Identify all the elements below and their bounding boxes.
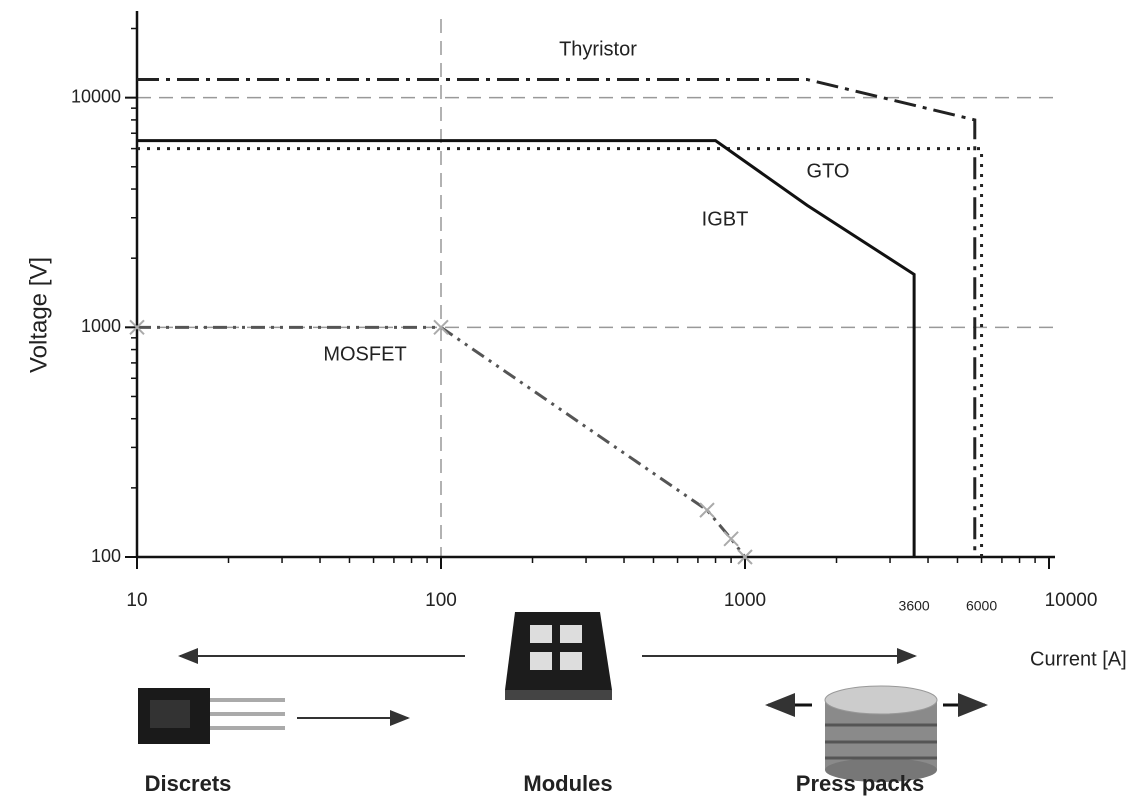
x-marker-label: 3600	[899, 598, 930, 614]
package-label: Press packs	[796, 771, 924, 796]
series-marker	[700, 503, 714, 517]
package-label: Modules	[523, 771, 612, 796]
series-label: GTO	[807, 160, 850, 182]
series-marker	[724, 532, 738, 546]
module-image	[505, 612, 612, 700]
y-tick-label: 100	[91, 546, 121, 566]
y-axis-label: Voltage [V]	[25, 257, 52, 373]
x-tick-label: 100	[425, 590, 457, 611]
series-line	[137, 141, 914, 557]
chart: Voltage [V] Current [A] Discrets Modules…	[0, 0, 1141, 801]
press-pack-image	[825, 686, 937, 782]
y-tick-label: 1000	[81, 316, 121, 336]
x-tick-label: 1000	[724, 590, 766, 611]
series-line	[137, 149, 982, 557]
series-label: Thyristor	[559, 38, 637, 60]
y-tick-label: 10000	[71, 86, 121, 106]
series-label: MOSFET	[323, 343, 406, 365]
x-axis-label: Current [A]	[1030, 648, 1127, 670]
x-tick-label: 10000	[1045, 590, 1098, 611]
package-label: Discrets	[145, 771, 232, 796]
discrete-image	[138, 688, 285, 744]
page: Voltage [V] Current [A] Discrets Modules…	[0, 0, 1141, 806]
x-tick-label: 10	[126, 590, 147, 611]
series-line	[137, 79, 975, 557]
series-label: IGBT	[702, 208, 749, 230]
x-marker-label: 6000	[966, 598, 997, 614]
